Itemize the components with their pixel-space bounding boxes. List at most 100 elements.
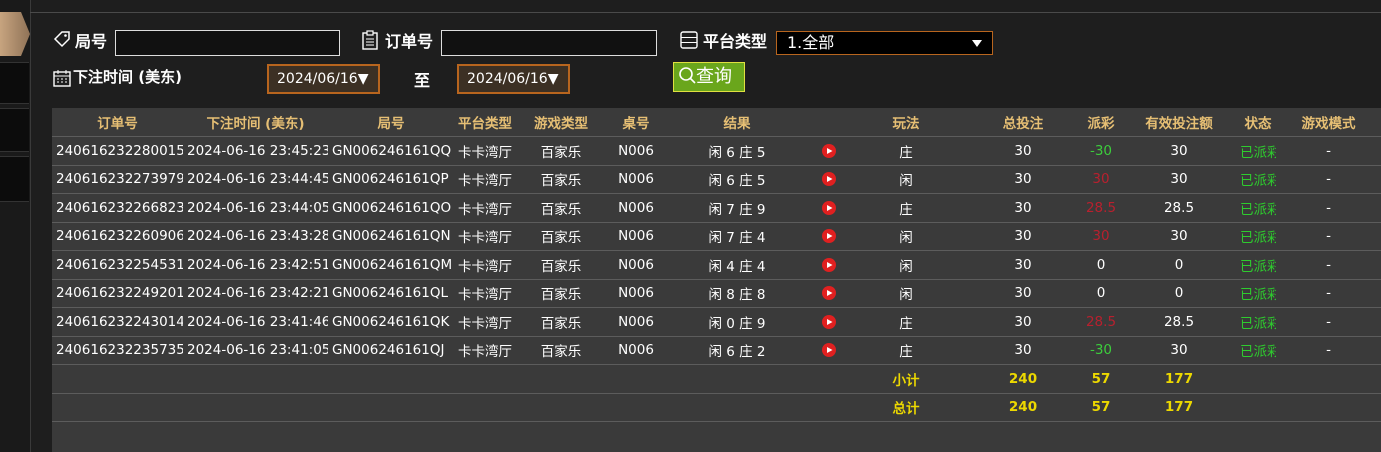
replay-icon[interactable] [822, 343, 836, 358]
cell: - [1276, 307, 1381, 337]
replay-icon[interactable] [822, 172, 836, 187]
cell: -30 [1084, 336, 1118, 365]
column-header: 局号 [328, 108, 454, 137]
replay-cell [808, 307, 850, 337]
summary-valid-bet: 177 [1118, 393, 1240, 422]
cell: 已派彩 [1240, 307, 1276, 337]
order-input[interactable] [441, 30, 657, 56]
cell: N006 [606, 165, 666, 194]
cell: 30 [962, 136, 1084, 166]
record-row: 240616232260906 2024-06-16 23:43:28 GN0062… [52, 222, 1381, 251]
cell: 百家乐 [516, 193, 606, 223]
column-header: 有效投注额 [1118, 108, 1240, 137]
cell: 庄 [850, 136, 962, 166]
cell: 百家乐 [516, 279, 606, 308]
replay-icon[interactable] [822, 286, 836, 301]
cell: 已派彩 [1240, 336, 1276, 365]
cell: 240616232243014 [52, 307, 183, 337]
date-from[interactable]: 2024/06/16▼ [267, 64, 380, 94]
cell: 2024-06-16 23:43:28 [183, 222, 328, 251]
summary-row: 小计 240 57 177 [52, 364, 1381, 394]
calendar-icon [53, 70, 71, 87]
record-row: 240616232235735 2024-06-16 23:41:05 GN0062… [52, 336, 1381, 365]
cell: 闲 6 庄 5 [666, 136, 808, 166]
cell: - [1276, 136, 1381, 166]
record-row: 240616232243014 2024-06-16 23:41:46 GN0062… [52, 307, 1381, 337]
summary-total-bet: 240 [962, 393, 1084, 422]
cell: GN006246161QL [328, 279, 454, 308]
summary-payout: 57 [1084, 364, 1118, 394]
cell: 百家乐 [516, 336, 606, 365]
round-label: 局号 [75, 32, 108, 51]
replay-cell [808, 222, 850, 251]
platform-select[interactable]: 1.全部 [776, 31, 993, 55]
cell: 闲 6 庄 2 [666, 336, 808, 365]
column-header: 玩法 [850, 108, 962, 137]
cell: 240616232254531 [52, 250, 183, 280]
sidebar-item[interactable] [0, 156, 29, 202]
cell: GN006246161QM [328, 250, 454, 280]
cell: 30 [1118, 222, 1240, 251]
replay-icon[interactable] [822, 229, 836, 244]
record-row: 240616232249201 2024-06-16 23:42:21 GN0062… [52, 279, 1381, 308]
record-row: 240616232273979 2024-06-16 23:44:45 GN0062… [52, 165, 1381, 194]
replay-icon[interactable] [822, 257, 836, 272]
cell: 百家乐 [516, 250, 606, 280]
cell: - [1276, 193, 1381, 223]
cell: 卡卡湾厅 [454, 193, 516, 223]
column-header: 下注时间 (美东) [183, 108, 328, 137]
search-label: 查询 [696, 66, 732, 87]
search-icon [679, 67, 696, 84]
replay-cell [808, 279, 850, 308]
cell: 已派彩 [1240, 222, 1276, 251]
date-to-value: 2024/06/16 [467, 71, 548, 87]
record-row: 240616232254531 2024-06-16 23:42:51 GN0062… [52, 250, 1381, 280]
cell: 240616232249201 [52, 279, 183, 308]
cell: 百家乐 [516, 136, 606, 166]
cell: 闲 [850, 279, 962, 308]
cell: 240616232266823 [52, 193, 183, 223]
sidebar-item[interactable] [0, 108, 29, 152]
cell: 已派彩 [1240, 250, 1276, 280]
platform-label: 平台类型 [703, 32, 768, 51]
cell: GN006246161QO [328, 193, 454, 223]
column-header: 结果 [666, 108, 808, 137]
column-header [808, 108, 850, 137]
cell [1240, 393, 1381, 422]
date-to[interactable]: 2024/06/16▼ [457, 64, 570, 94]
cell: 2024-06-16 23:45:23 [183, 136, 328, 166]
round-input[interactable] [115, 30, 340, 56]
summary-valid-bet: 177 [1118, 364, 1240, 394]
search-button[interactable]: 查询 [673, 62, 745, 92]
cell: GN006246161QP [328, 165, 454, 194]
cell: 2024-06-16 23:44:45 [183, 165, 328, 194]
cell: 百家乐 [516, 165, 606, 194]
cell: 0 [1118, 279, 1240, 308]
cell: - [1276, 250, 1381, 280]
cell: - [1276, 165, 1381, 194]
time-label: 下注时间 (美东) [73, 68, 182, 86]
cell: 百家乐 [516, 307, 606, 337]
table-body: 240616232280015 2024-06-16 23:45:23 GN0062… [52, 136, 1381, 422]
records-table: 订单号 下注时间 (美东) 局号 平台类型 游戏类型 桌号 结果 玩法 总投注 派彩 有效投注额 状态… [52, 108, 1381, 422]
cell: -30 [1084, 136, 1118, 166]
replay-icon[interactable] [822, 200, 836, 215]
cell: 0 [1084, 250, 1118, 280]
to-label: 至 [414, 71, 431, 90]
divider [30, 12, 1381, 13]
cell: - [1276, 279, 1381, 308]
cell: N006 [606, 336, 666, 365]
sidebar-item[interactable] [0, 62, 29, 104]
cell: 28.5 [1118, 193, 1240, 223]
replay-cell [808, 193, 850, 223]
platform-value: 1.全部 [787, 33, 835, 52]
replay-icon[interactable] [822, 143, 836, 158]
column-header: 派彩 [1084, 108, 1118, 137]
replay-icon[interactable] [822, 314, 836, 329]
cell: N006 [606, 307, 666, 337]
cell: 卡卡湾厅 [454, 307, 516, 337]
cell: 30 [962, 279, 1084, 308]
cell: 0 [1084, 279, 1118, 308]
